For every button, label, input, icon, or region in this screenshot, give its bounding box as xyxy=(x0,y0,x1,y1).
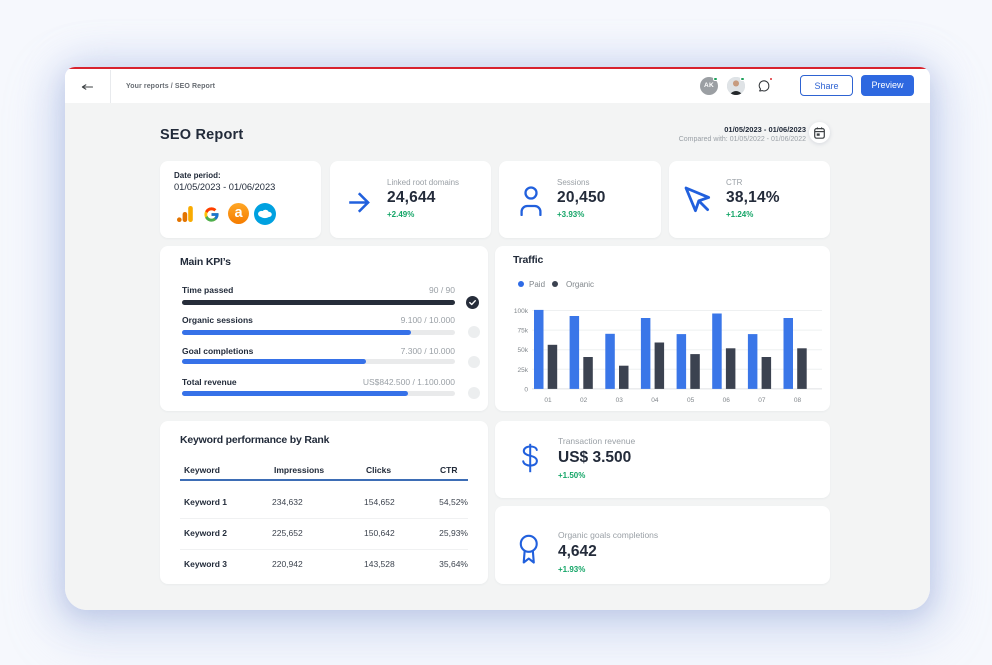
svg-text:06: 06 xyxy=(723,397,731,404)
svg-text:08: 08 xyxy=(794,397,802,404)
svg-text:100k: 100k xyxy=(514,308,529,315)
svg-text:04: 04 xyxy=(651,397,659,404)
svg-text:25k: 25k xyxy=(518,367,529,374)
svg-text:07: 07 xyxy=(758,397,766,404)
svg-text:02: 02 xyxy=(580,397,588,404)
svg-text:03: 03 xyxy=(616,397,624,404)
svg-text:75k: 75k xyxy=(518,328,529,335)
svg-text:05: 05 xyxy=(687,397,695,404)
svg-text:0: 0 xyxy=(524,386,528,393)
svg-text:01: 01 xyxy=(544,397,552,404)
svg-text:50k: 50k xyxy=(518,347,529,354)
